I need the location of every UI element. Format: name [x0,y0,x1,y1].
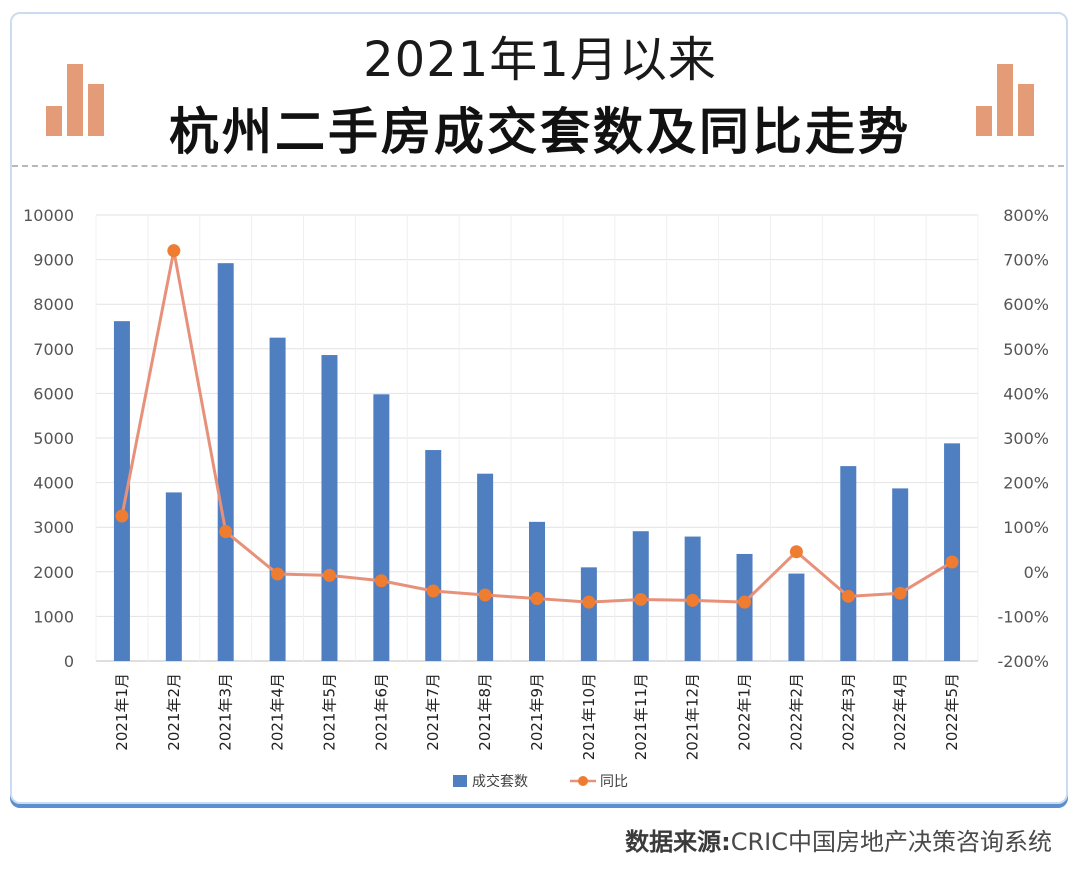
left-tick-label: 3000 [33,518,74,537]
right-tick-label: 800% [1003,206,1049,225]
title-line-1: 2021年1月以来 [363,32,717,88]
bar [529,521,545,661]
data-source: 数据来源:CRIC中国房地产决策咨询系统 [625,822,1052,857]
bar [477,473,494,661]
bar [944,443,961,661]
right-tick-label: 600% [1003,295,1049,314]
right-tick-label: 0% [1024,563,1049,582]
bar [788,573,805,661]
left-tick-label: 1000 [33,607,74,626]
right-tick-label: -200% [997,652,1049,671]
line-point [167,244,181,258]
bar [321,355,338,661]
left-tick-label: 9000 [33,251,74,270]
x-tick-label: 2022年4月 [891,673,909,751]
line-point [634,592,648,606]
line-point [841,589,855,603]
bar-chart-decoration-right [976,62,1036,136]
bar [580,567,597,661]
bar [373,394,390,661]
right-tick-label: -100% [997,607,1049,626]
line-point [582,595,596,609]
bar [165,492,182,661]
data-source-label: 数据来源: [625,828,731,856]
right-tick-label: 100% [1003,518,1049,537]
bar [217,263,234,661]
line-point [478,588,492,602]
line-point [789,545,803,559]
left-tick-label: 4000 [33,474,74,493]
x-tick-label: 2021年8月 [476,673,494,751]
line-point [893,586,907,600]
legend-line-label: 同比 [600,774,628,790]
line-point [374,574,388,588]
bar [425,450,442,661]
x-tick-label: 2022年5月 [943,673,961,751]
bar [113,321,130,661]
x-tick-label: 2021年5月 [320,673,338,751]
line-point [426,584,440,598]
left-tick-label: 7000 [33,340,74,359]
right-tick-label: 500% [1003,340,1049,359]
line-point [322,568,336,582]
x-tick-label: 2021年10月 [580,673,598,760]
x-tick-label: 2021年4月 [269,673,287,751]
legend-bar-swatch [453,775,467,787]
x-tick-label: 2021年7月 [424,673,442,751]
left-tick-label: 10000 [23,206,74,225]
legend-line-marker [578,776,588,786]
x-tick-label: 2021年3月 [217,673,235,751]
left-tick-label: 6000 [33,384,74,403]
line-point [945,555,959,569]
x-tick-label: 2021年6月 [372,673,390,751]
legend-bar-label: 成交套数 [472,773,528,790]
x-tick-label: 2021年12月 [684,673,702,760]
right-tick-label: 400% [1003,384,1049,403]
left-tick-label: 0 [64,652,74,671]
line-point [530,592,544,606]
right-tick-label: 200% [1003,474,1049,493]
x-tick-label: 2021年2月 [165,673,183,751]
left-tick-label: 8000 [33,295,74,314]
bar [840,466,857,661]
bar [269,337,286,661]
right-tick-label: 700% [1003,251,1049,270]
line-point [219,525,233,539]
x-tick-label: 2022年1月 [736,673,754,751]
data-source-text: CRIC中国房地产决策咨询系统 [730,828,1052,856]
bar-chart-decoration-left [46,62,106,136]
line-point [115,509,129,523]
line-point [271,567,285,581]
x-tick-label: 2021年1月 [113,673,131,751]
x-tick-label: 2022年3月 [839,673,857,751]
bar [892,488,909,661]
line-point [738,595,752,609]
title-divider [12,165,1064,167]
x-tick-label: 2021年9月 [528,673,546,751]
x-tick-label: 2021年11月 [632,673,650,760]
title-line-2: 杭州二手房成交套数及同比走势 [169,103,911,161]
left-tick-label: 5000 [33,429,74,448]
left-tick-label: 2000 [33,563,74,582]
chart-card [10,12,1068,804]
line-point [686,593,700,607]
right-tick-label: 300% [1003,429,1049,448]
x-tick-label: 2022年2月 [787,673,805,751]
